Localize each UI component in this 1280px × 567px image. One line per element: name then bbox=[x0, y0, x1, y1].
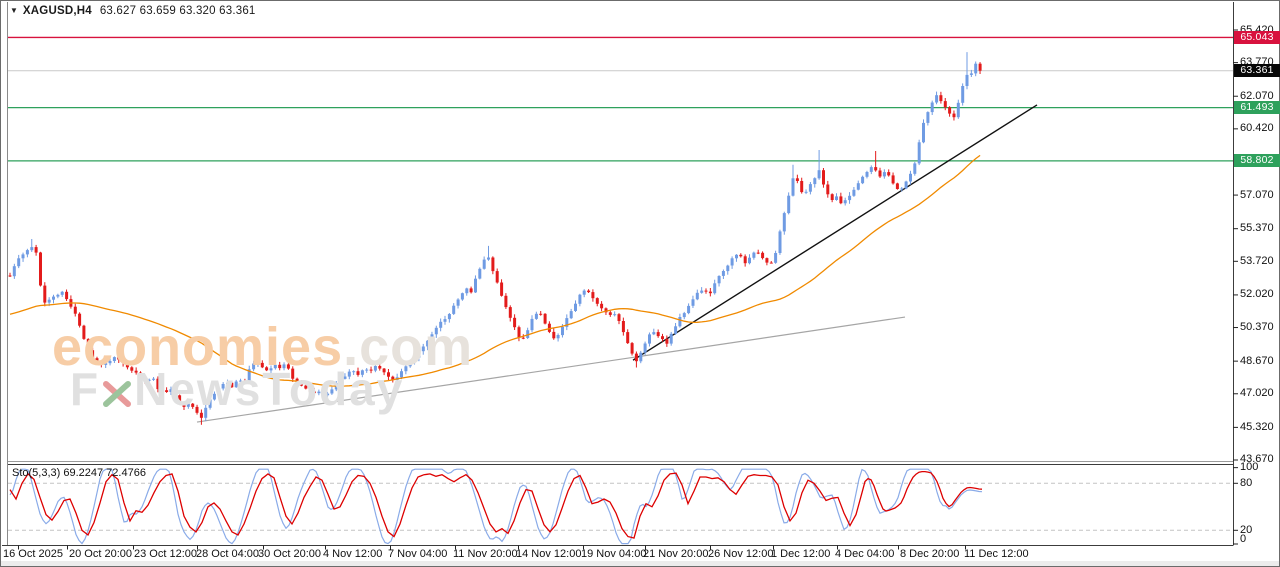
stoch-level-label: 0 bbox=[1240, 533, 1247, 545]
price-tick-label: 48.670 bbox=[1240, 354, 1274, 367]
date-tick-label: 1 Dec 12:00 bbox=[771, 548, 831, 560]
price-tick-label: 60.420 bbox=[1240, 122, 1274, 135]
price-badge: 63.361 bbox=[1234, 64, 1280, 78]
candles bbox=[8, 52, 982, 425]
date-tick-label: 4 Dec 04:00 bbox=[835, 548, 895, 560]
symbol-label: XAGUSD,H4 bbox=[22, 5, 92, 17]
price-tick-label: 43.670 bbox=[1240, 453, 1274, 466]
date-tick-label: 23 Oct 12:00 bbox=[134, 548, 197, 560]
date-tick-label: 28 Oct 04:00 bbox=[196, 548, 259, 560]
date-tick-label: 20 Oct 20:00 bbox=[69, 548, 132, 560]
price-badge: 65.043 bbox=[1234, 30, 1280, 44]
date-tick-label: 14 Nov 12:00 bbox=[516, 548, 582, 560]
price-tick-label: 55.370 bbox=[1240, 222, 1274, 235]
price-tick-label: 52.020 bbox=[1240, 288, 1274, 301]
price-badge: 61.493 bbox=[1234, 101, 1280, 115]
stochastic-label: Sto(5,3,3) 69.2247 72.4766 bbox=[12, 467, 146, 479]
date-tick-label: 16 Oct 2025 bbox=[3, 548, 63, 560]
price-badge: 58.802 bbox=[1234, 154, 1280, 168]
price-tick-label: 57.070 bbox=[1240, 188, 1274, 201]
price-tick-label: 50.370 bbox=[1240, 321, 1274, 334]
chart-title: ▼ XAGUSD,H4 63.627 63.659 63.320 63.361 bbox=[10, 5, 256, 17]
stoch-level-label: 80 bbox=[1240, 476, 1253, 489]
date-tick-label: 11 Nov 20:00 bbox=[453, 548, 518, 560]
price-tick-label: 45.320 bbox=[1240, 420, 1274, 433]
date-tick-label: 11 Dec 12:00 bbox=[964, 548, 1029, 560]
date-tick-label: 19 Nov 04:00 bbox=[581, 548, 647, 560]
date-tick-label: 4 Nov 12:00 bbox=[323, 548, 383, 560]
ohlc-values: 63.627 63.659 63.320 63.361 bbox=[99, 5, 256, 17]
price-tick-label: 62.070 bbox=[1240, 89, 1274, 102]
trendline-black[interactable] bbox=[632, 104, 1038, 361]
price-tick-label: 53.720 bbox=[1240, 254, 1274, 267]
date-tick-label: 26 Nov 12:00 bbox=[708, 548, 774, 560]
date-tick-label: 21 Nov 20:00 bbox=[643, 548, 709, 560]
ma-line[interactable] bbox=[9, 154, 981, 387]
price-tick-label: 47.020 bbox=[1240, 387, 1274, 400]
date-tick-label: 30 Oct 20:00 bbox=[258, 548, 321, 560]
date-tick-label: 8 Dec 20:00 bbox=[900, 548, 960, 560]
stochastic-signal-line[interactable] bbox=[9, 470, 983, 539]
stoch-level-label: 100 bbox=[1240, 461, 1259, 474]
trendline-gray[interactable] bbox=[196, 316, 906, 423]
stochastic-main-line[interactable] bbox=[9, 468, 983, 545]
date-tick-label: 7 Nov 04:00 bbox=[388, 548, 448, 560]
symbol-dropdown-icon[interactable]: ▼ bbox=[10, 6, 18, 15]
stoch-level-label: 20 bbox=[1240, 523, 1253, 536]
